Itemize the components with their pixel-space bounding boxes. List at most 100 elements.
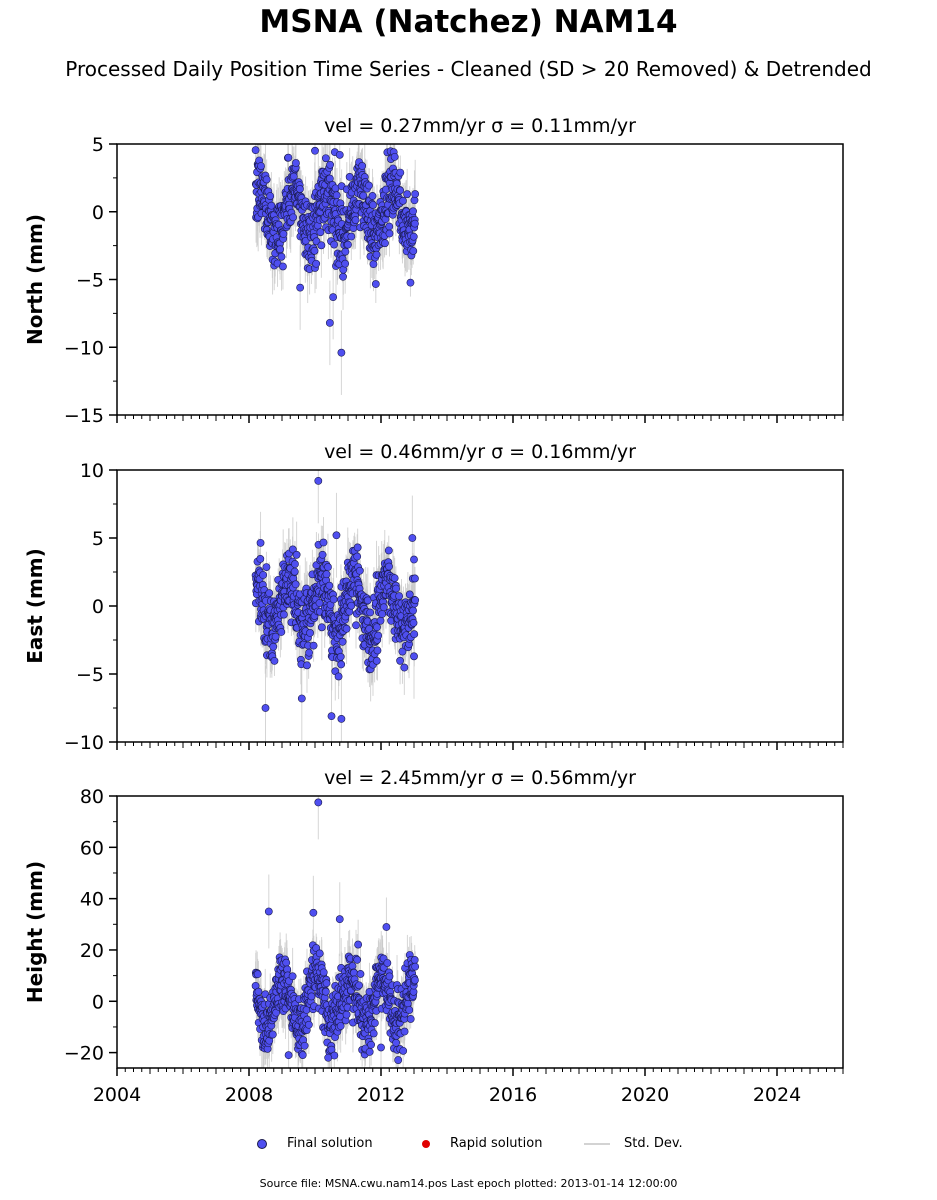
data-point <box>410 956 419 964</box>
data-point <box>411 574 419 583</box>
data-point <box>321 154 330 163</box>
data-point <box>405 590 414 599</box>
data-point <box>321 987 330 996</box>
data-points <box>251 796 420 1068</box>
data-point <box>324 1053 333 1062</box>
data-point <box>335 150 344 159</box>
data-point <box>309 641 318 650</box>
data-point <box>311 146 319 155</box>
y-tick-label: −20 <box>64 1043 104 1065</box>
y-axis-label: North (mm) <box>23 214 47 345</box>
data-point <box>336 1022 345 1030</box>
data-point <box>411 190 420 198</box>
data-point <box>403 190 412 199</box>
data-point <box>269 642 278 651</box>
data-point <box>411 596 420 605</box>
data-point <box>256 538 265 547</box>
data-point <box>396 656 404 665</box>
data-point <box>383 959 392 967</box>
data-point <box>409 618 418 627</box>
data-point <box>318 550 327 559</box>
data-point <box>398 647 407 656</box>
data-point <box>351 216 360 224</box>
legend-rapid: Rapid solution <box>422 1136 542 1151</box>
data-point <box>336 652 345 661</box>
legend-rapid-label: Rapid solution <box>450 1136 543 1151</box>
x-tick-label: 2020 <box>621 1084 669 1106</box>
data-point <box>400 663 409 672</box>
data-point <box>394 1056 403 1064</box>
data-point <box>265 589 274 598</box>
data-point <box>262 175 271 184</box>
data-point <box>324 563 332 571</box>
data-point <box>316 228 325 237</box>
y-tick-label: 40 <box>80 889 104 911</box>
data-point <box>304 1020 313 1029</box>
y-tick-label: 0 <box>92 202 104 224</box>
data-point <box>342 624 351 633</box>
data-point <box>317 623 326 632</box>
data-point <box>292 159 300 167</box>
data-point <box>372 250 381 259</box>
data-point <box>409 606 417 615</box>
data-point <box>329 595 338 604</box>
data-point <box>297 694 306 703</box>
data-point <box>284 1051 293 1060</box>
data-point <box>399 196 407 205</box>
data-point <box>256 555 265 563</box>
data-point <box>253 970 262 979</box>
data-point <box>322 570 331 579</box>
data-point <box>348 962 357 970</box>
data-point <box>337 714 346 723</box>
y-tick-label: −10 <box>64 732 104 754</box>
data-point <box>395 592 404 601</box>
plot-frame <box>116 795 844 1069</box>
y-axis-label: Height (mm) <box>23 861 47 1003</box>
y-axis-label: East (mm) <box>23 548 47 664</box>
data-point <box>405 1006 414 1014</box>
data-point <box>279 610 288 619</box>
y-tick-label: −5 <box>76 270 104 292</box>
data-point <box>355 566 364 575</box>
data-point <box>310 246 319 255</box>
x-tick-label: 2012 <box>357 1084 405 1106</box>
final-marker-icon <box>257 1138 267 1149</box>
data-point <box>288 545 297 554</box>
y-tick-label: 60 <box>80 837 104 859</box>
data-point <box>317 241 326 250</box>
data-point <box>347 601 356 610</box>
data-point <box>267 201 276 210</box>
data-point <box>410 652 418 661</box>
data-point <box>384 546 393 555</box>
data-point <box>279 262 287 271</box>
data-point <box>406 278 415 287</box>
data-point <box>291 560 299 568</box>
data-point <box>345 173 354 181</box>
data-point <box>377 1043 385 1052</box>
data-point <box>355 981 363 990</box>
data-point <box>376 616 385 625</box>
data-point <box>303 661 311 670</box>
data-point <box>349 968 358 977</box>
data-point <box>342 1010 351 1019</box>
data-point <box>300 1041 309 1050</box>
data-point <box>282 958 291 967</box>
data-point <box>314 798 323 807</box>
data-point <box>409 207 417 216</box>
data-point <box>369 260 378 269</box>
data-point <box>373 646 382 655</box>
data-point <box>289 213 297 222</box>
data-point <box>367 1040 375 1049</box>
rapid-marker-icon <box>422 1139 430 1148</box>
data-point <box>268 1030 277 1039</box>
data-point <box>296 185 304 193</box>
data-point <box>289 172 298 181</box>
data-point <box>378 610 387 618</box>
data-point <box>330 240 338 249</box>
data-point <box>392 1038 400 1047</box>
data-point <box>296 283 305 292</box>
y-tick-label: 80 <box>80 786 104 808</box>
data-point <box>354 940 363 949</box>
data-point <box>347 232 356 241</box>
data-point <box>298 1051 307 1059</box>
